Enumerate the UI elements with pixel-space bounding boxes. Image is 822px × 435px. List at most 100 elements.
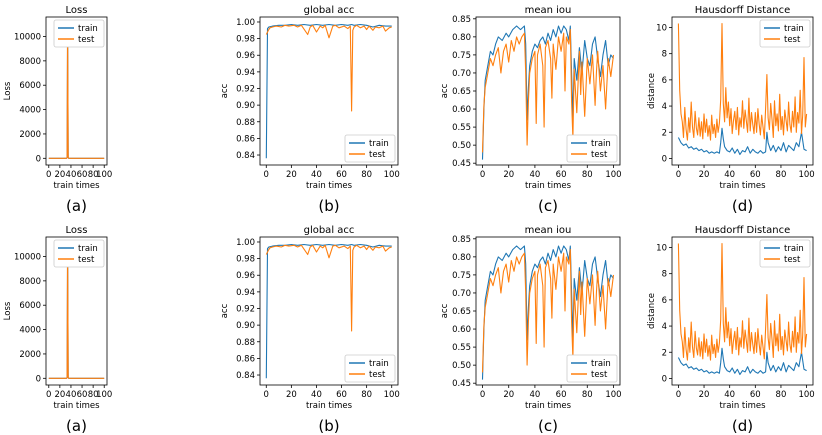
x-tick-label: 100 (384, 170, 400, 180)
legend-label-test: test (784, 255, 801, 265)
y-tick-label: 0.96 (236, 51, 255, 61)
y-axis-label: distance (647, 293, 657, 329)
train-series-line (265, 23, 392, 159)
x-tick-label: 100 (96, 170, 112, 180)
legend-box (344, 134, 396, 163)
legend-box (53, 239, 105, 268)
y-tick-label: 0.45 (452, 379, 471, 389)
x-tick-label: 40 (724, 170, 735, 180)
legend-label-train: train (784, 244, 804, 254)
test-series-line (677, 22, 808, 141)
y-tick-label: 1.00 (236, 238, 255, 248)
global-acc-panel-row2: global acc 0 20 40 60 80 100 0.84 0.86 0.88 0.90 0.… (220, 225, 400, 435)
legend-label-test: test (78, 35, 95, 45)
x-tick-label: 40 (529, 390, 540, 400)
x-axis-label: train times (525, 181, 572, 191)
legend-box (759, 239, 811, 268)
x-tick-label: 0 (264, 170, 269, 180)
y-tick-label: 0.50 (452, 361, 471, 371)
x-tick-label: 80 (88, 170, 99, 180)
test-series-line (481, 29, 615, 153)
y-tick-label: 0.90 (236, 321, 255, 331)
y-axis-label: Loss (3, 81, 13, 100)
legend-box (566, 134, 618, 163)
y-tick-label: 0.96 (236, 271, 255, 281)
axes-frame (45, 16, 108, 166)
mean-iou-panel-row2: mean iou 0 20 40 60 80 100 0.45 0.50 0.55 0.60 0.65… (440, 225, 622, 435)
x-axis-label: train times (306, 401, 353, 411)
legend-label-test: test (369, 370, 386, 380)
axes-frame (45, 236, 108, 386)
x-tick-label: 100 (605, 390, 621, 400)
x-tick-label: 100 (605, 170, 621, 180)
y-tick-label: 10000 (14, 252, 41, 262)
y-axis-label: acc (440, 303, 450, 318)
y-tick-label: 0 (662, 374, 667, 384)
chart-title: global acc (304, 225, 355, 236)
legend-label-train: train (591, 139, 611, 149)
test-series-line (265, 24, 392, 112)
x-tick-label: 60 (336, 170, 347, 180)
x-tick-label: 40 (724, 390, 735, 400)
mean-iou-panel-row1: mean iou 0 20 40 60 80 100 0.45 0.50 0.55 0.60 0.65… (440, 5, 622, 215)
x-axis-label: train times (719, 401, 766, 411)
y-tick-label: 6 (662, 296, 667, 306)
x-tick-label: 60 (77, 390, 88, 400)
y-tick-label: 2 (662, 128, 667, 138)
legend-label-test: test (591, 150, 608, 160)
y-tick-label: 0.75 (452, 271, 471, 281)
legend-box (53, 19, 105, 48)
legend-label-test: test (591, 370, 608, 380)
x-tick-label: 80 (361, 390, 372, 400)
y-tick-label: 0.90 (236, 101, 255, 111)
test-series-line (265, 244, 392, 332)
x-tick-label: 20 (54, 170, 65, 180)
y-tick-label: 0 (662, 154, 667, 164)
y-tick-label: 4000 (19, 326, 41, 336)
x-axis-label: train times (53, 401, 100, 411)
legend-label-test: test (784, 35, 801, 45)
y-tick-label: 0.98 (236, 35, 255, 45)
y-tick-label: 0.84 (236, 371, 255, 381)
y-tick-label: 0 (36, 154, 41, 164)
panel-caption: (b) (318, 197, 339, 215)
chart-title: Hausdorff Distance (695, 5, 791, 16)
x-tick-label: 80 (776, 170, 787, 180)
y-tick-label: 2000 (19, 350, 41, 360)
y-axis-label: distance (647, 73, 657, 109)
x-tick-label: 20 (699, 390, 710, 400)
y-tick-label: 0.55 (452, 123, 471, 133)
legend-box (566, 354, 618, 383)
x-tick-label: 40 (311, 170, 322, 180)
x-tick-label: 20 (54, 390, 65, 400)
y-tick-label: 0.88 (236, 338, 255, 348)
chart-title: Loss (66, 225, 88, 236)
x-tick-label: 80 (582, 170, 593, 180)
y-tick-label: 0.85 (452, 15, 471, 25)
y-tick-label: 0.80 (452, 253, 471, 263)
x-tick-label: 60 (750, 170, 761, 180)
y-tick-label: 10 (656, 243, 667, 253)
y-tick-label: 4 (662, 102, 667, 112)
x-tick-label: 80 (776, 390, 787, 400)
axes-frame (671, 236, 814, 386)
y-tick-label: 0.75 (452, 51, 471, 61)
test-series-line (677, 242, 808, 361)
chart-title: global acc (304, 5, 355, 16)
y-tick-label: 8000 (19, 57, 41, 67)
y-tick-label: 6000 (19, 81, 41, 91)
y-tick-label: 0.88 (236, 118, 255, 128)
panel-caption: (a) (66, 417, 87, 435)
x-tick-label: 20 (503, 170, 514, 180)
legend-label-train: train (591, 359, 611, 369)
y-axis-label: acc (220, 83, 230, 98)
y-tick-label: 0.55 (452, 343, 471, 353)
x-tick-label: 0 (676, 390, 681, 400)
panel-caption: (d) (732, 197, 753, 215)
test-series-line (481, 249, 615, 373)
